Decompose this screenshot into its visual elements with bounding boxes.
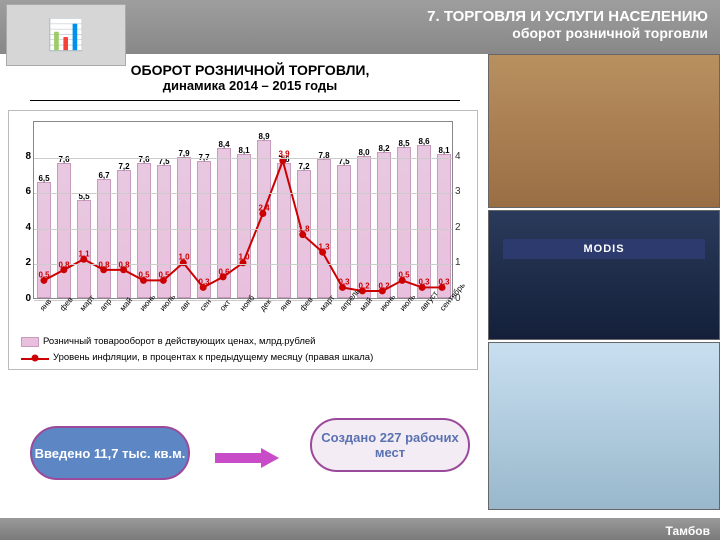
side-photos: MODIS [488,54,720,512]
legend-line-label: Уровень инфляции, в процентах к предыдущ… [53,351,373,365]
legend-bars-swatch [21,337,39,347]
store-photo-3 [488,342,720,510]
arrow-icon [215,448,285,468]
chart-container: 6,57,65,56,77,27,67,57,97,78,48,18,97,67… [8,110,478,370]
footer-city: Тамбов [665,524,710,538]
stat-bubble-left-text: Введено 11,7 тыс. кв.м. [35,446,186,461]
legend-bars-label: Розничный товарооборот в действующих цен… [43,335,315,349]
page-footer: Тамбов [0,518,720,540]
stat-bubble-right-text: Создано 227 рабочих мест [312,430,468,460]
store-photo-1 [488,54,720,208]
modis-sign-1: MODIS [503,239,705,259]
chart-title-line1: ОБОРОТ РОЗНИЧНОЙ ТОРГОВЛИ, [60,62,440,78]
stat-bubble-left: Введено 11,7 тыс. кв.м. [30,426,190,480]
chart-title-line2: динамика 2014 – 2015 годы [60,78,440,93]
title-underline [30,100,460,101]
calculator-photo [6,4,126,66]
legend-line-swatch [21,353,49,363]
stat-bubble-right: Создано 227 рабочих мест [310,418,470,472]
plot-area: 6,57,65,56,77,27,67,57,97,78,48,18,97,67… [33,121,453,299]
inflation-line [34,122,452,298]
chart-title: ОБОРОТ РОЗНИЧНОЙ ТОРГОВЛИ, динамика 2014… [60,62,440,93]
store-photo-2: MODIS [488,210,720,340]
chart-legend: Розничный товарооборот в действующих цен… [21,333,465,365]
